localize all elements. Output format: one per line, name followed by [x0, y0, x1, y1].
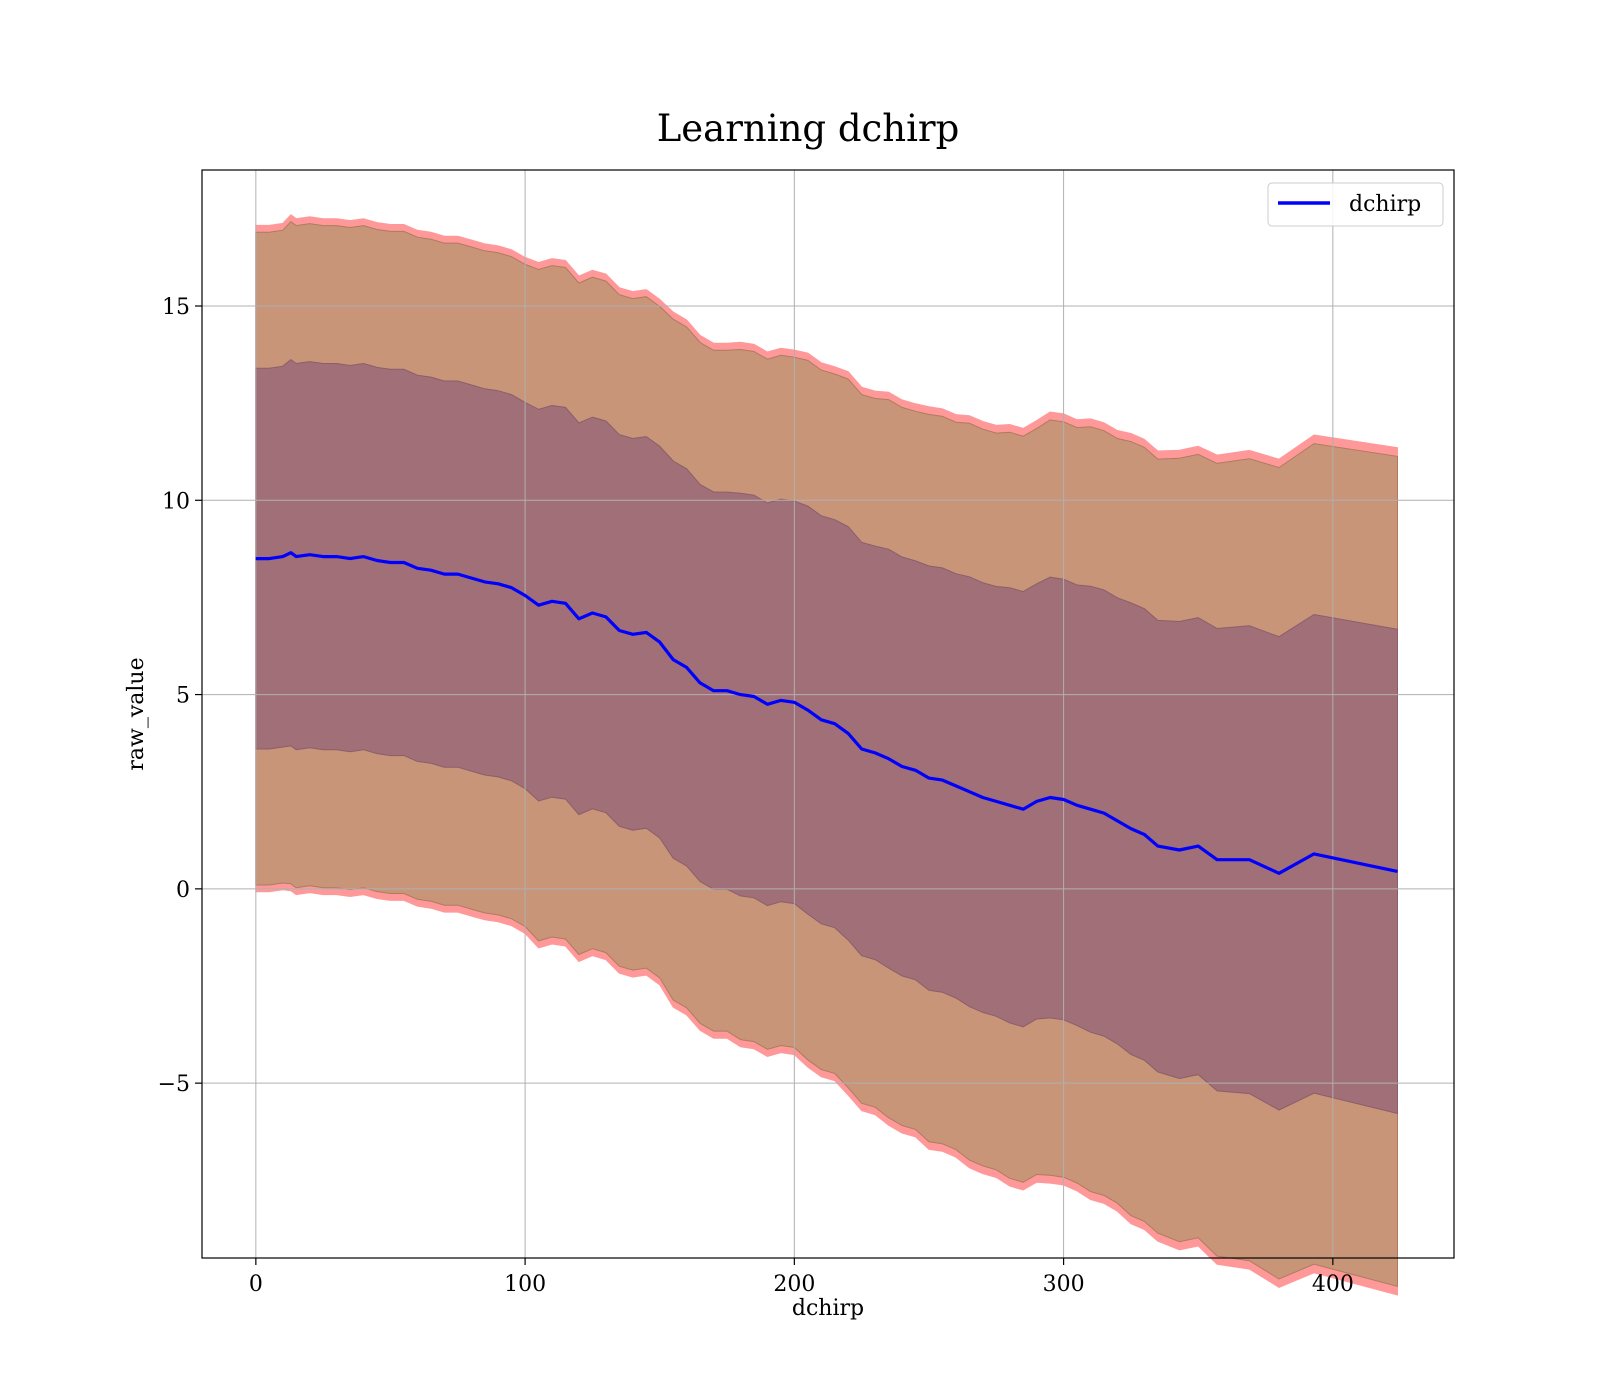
grid-lines — [202, 170, 1454, 1258]
chart-title: Learning dchirp — [657, 107, 960, 150]
x-tick-label: 0 — [249, 1272, 263, 1297]
y-tick-label: 5 — [176, 684, 190, 709]
y-tick-label: −5 — [158, 1072, 190, 1097]
x-tick-label: 400 — [1312, 1272, 1354, 1297]
y-tick-label: 15 — [162, 295, 190, 320]
x-axis: 0 100 200 300 400 — [249, 1258, 1354, 1297]
x-tick-label: 100 — [504, 1272, 546, 1297]
uncertainty-bands — [255, 214, 1398, 1296]
plot-frame — [201, 169, 1455, 1259]
y-tick-label: 10 — [162, 489, 190, 514]
y-axis: 15 10 5 0 −5 — [158, 295, 202, 1097]
band-inner — [255, 358, 1398, 1115]
y-axis-label: raw_value — [124, 657, 149, 770]
y-tick-label: 0 — [176, 878, 190, 903]
x-tick-label: 300 — [1043, 1272, 1085, 1297]
x-tick-label: 200 — [773, 1272, 815, 1297]
legend-box — [1267, 182, 1444, 227]
legend-label: dchirp — [1349, 192, 1421, 217]
legend: dchirp — [1267, 182, 1444, 227]
x-axis-label: dchirp — [792, 1296, 864, 1321]
mean-line — [255, 551, 1398, 875]
